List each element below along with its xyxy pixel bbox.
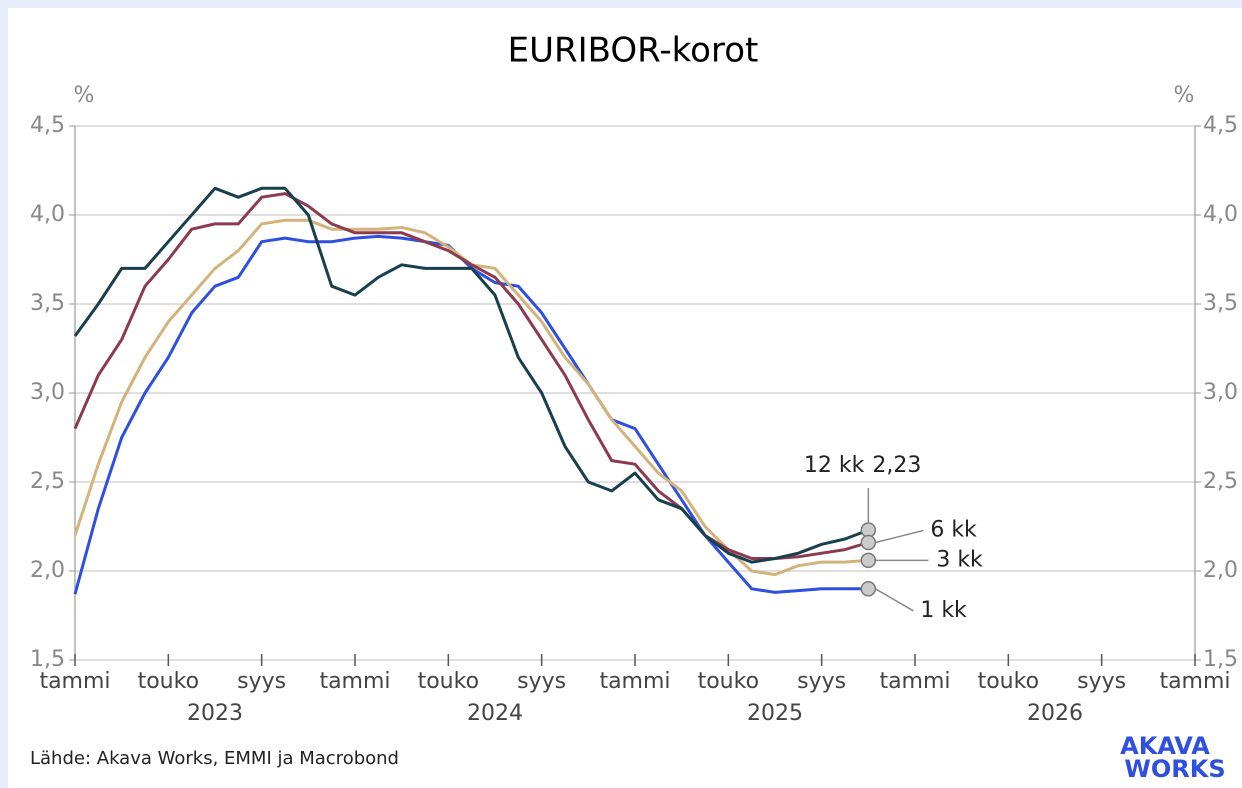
leader-line bbox=[875, 529, 924, 544]
series-label: 3 kk bbox=[936, 547, 983, 572]
y2-tick-label: 1,5 bbox=[1203, 647, 1238, 672]
x-tick-label: tammi bbox=[39, 669, 110, 694]
y2-tick-label: 2,5 bbox=[1203, 469, 1238, 494]
x-tick-label: touko bbox=[418, 669, 479, 694]
chart-title: EURIBOR-korot bbox=[508, 31, 759, 71]
source: Lähde: Akava Works, EMMI ja Macrobond bbox=[30, 748, 399, 769]
x-tick-label: syys bbox=[237, 669, 286, 694]
logo: WORKS bbox=[1124, 755, 1225, 783]
end-value-label: 2,23 bbox=[872, 453, 921, 478]
panel bbox=[8, 8, 1242, 788]
y2-tick-label: 4,5 bbox=[1203, 113, 1238, 138]
y-tick-label: 2,0 bbox=[30, 558, 65, 583]
y-tick-label: 4,5 bbox=[30, 113, 65, 138]
y-tick-label: 1,5 bbox=[30, 647, 65, 672]
x-tick-label: tammi bbox=[599, 669, 670, 694]
year-label: 2025 bbox=[747, 701, 803, 726]
y-tick-label: 3,0 bbox=[30, 380, 65, 405]
end-marker bbox=[860, 534, 877, 551]
y2-tick-label: 3,5 bbox=[1203, 291, 1238, 316]
x-tick-label: syys bbox=[797, 669, 846, 694]
series-label: 1 kk bbox=[920, 598, 967, 623]
x-tick-label: touko bbox=[978, 669, 1039, 694]
year-label: 2024 bbox=[467, 701, 523, 726]
x-tick-label: tammi bbox=[319, 669, 390, 694]
series-label: 12 kk bbox=[804, 453, 865, 478]
end-marker bbox=[860, 552, 877, 569]
series-line bbox=[73, 186, 869, 564]
series-label: 6 kk bbox=[930, 518, 977, 543]
y2-tick-label: 3,0 bbox=[1203, 380, 1238, 405]
x-tick-label: touko bbox=[138, 669, 199, 694]
y-unit: % bbox=[74, 83, 95, 108]
x-tick-label: syys bbox=[1077, 669, 1126, 694]
x-tick-label: touko bbox=[698, 669, 759, 694]
x-tick-label: tammi bbox=[1159, 669, 1230, 694]
y-tick-label: 3,5 bbox=[30, 291, 65, 316]
y-tick-label: 2,5 bbox=[30, 469, 65, 494]
y2-tick-label: 4,0 bbox=[1203, 202, 1238, 227]
x-tick-label: syys bbox=[517, 669, 566, 694]
y2-unit: % bbox=[1174, 83, 1195, 108]
leader-line bbox=[874, 588, 914, 612]
year-label: 2026 bbox=[1027, 701, 1083, 726]
end-marker bbox=[860, 581, 877, 597]
y2-tick-label: 2,0 bbox=[1203, 558, 1238, 583]
y-tick-label: 4,0 bbox=[30, 202, 65, 227]
x-tick-label: tammi bbox=[879, 669, 950, 694]
year-label: 2023 bbox=[187, 701, 243, 726]
series-line bbox=[73, 192, 869, 560]
logo: AKAVA bbox=[1120, 732, 1210, 760]
